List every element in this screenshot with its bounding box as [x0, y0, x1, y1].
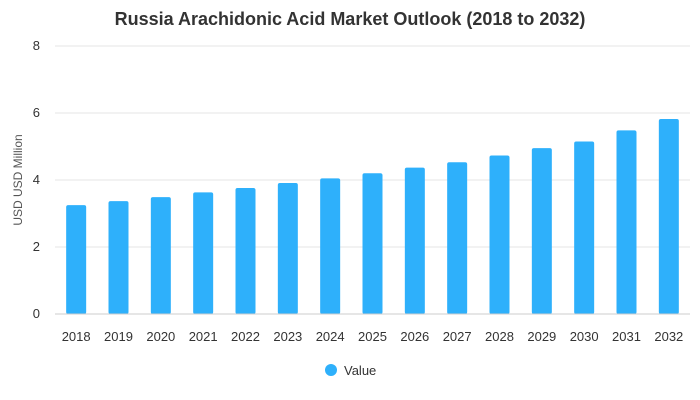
chart-title: Russia Arachidonic Acid Market Outlook (…	[115, 9, 586, 29]
bar-2022[interactable]	[235, 188, 256, 314]
bar-2026[interactable]	[404, 167, 425, 314]
x-tick-label: 2020	[146, 329, 175, 344]
bar-2027[interactable]	[447, 162, 468, 314]
y-tick-label: 0	[33, 306, 40, 321]
x-tick-label: 2019	[104, 329, 133, 344]
bar-2030[interactable]	[574, 141, 595, 314]
bar-2025[interactable]	[362, 173, 383, 314]
bar-2021[interactable]	[193, 192, 214, 314]
bar-2029[interactable]	[531, 148, 552, 314]
y-tick-label: 4	[33, 172, 40, 187]
x-tick-label: 2031	[612, 329, 641, 344]
y-tick-label: 8	[33, 38, 40, 53]
x-tick-label: 2028	[485, 329, 514, 344]
x-tick-label: 2024	[316, 329, 345, 344]
legend-label[interactable]: Value	[344, 363, 376, 378]
legend-swatch[interactable]	[325, 364, 337, 376]
x-tick-label: 2027	[443, 329, 472, 344]
x-tick-label: 2021	[189, 329, 218, 344]
x-axis-ticks: 2018 2019 2020 2021 2022 2023 2024 2025 2026 2027…	[62, 329, 684, 344]
x-tick-label: 2022	[231, 329, 260, 344]
x-tick-label: 2023	[273, 329, 302, 344]
y-axis-ticks: 0 2 4 6 8	[33, 38, 40, 321]
bar-2019[interactable]	[108, 201, 129, 314]
bar-2032[interactable]	[658, 119, 679, 314]
y-tick-label: 6	[33, 105, 40, 120]
x-tick-label: 2018	[62, 329, 91, 344]
x-tick-label: 2029	[527, 329, 556, 344]
bar-2028[interactable]	[489, 155, 510, 314]
bar-2020[interactable]	[150, 197, 171, 314]
bar-2024[interactable]	[320, 178, 341, 314]
bar-2023[interactable]	[277, 183, 298, 314]
y-axis-label: USD USD Million	[11, 134, 25, 225]
bar-2018[interactable]	[66, 205, 87, 314]
bar-2031[interactable]	[616, 130, 637, 314]
legend[interactable]: Value	[325, 363, 376, 378]
y-tick-label: 2	[33, 239, 40, 254]
bars	[66, 119, 679, 314]
x-tick-label: 2030	[570, 329, 599, 344]
x-tick-label: 2026	[400, 329, 429, 344]
x-tick-label: 2025	[358, 329, 387, 344]
x-tick-label: 2032	[654, 329, 683, 344]
